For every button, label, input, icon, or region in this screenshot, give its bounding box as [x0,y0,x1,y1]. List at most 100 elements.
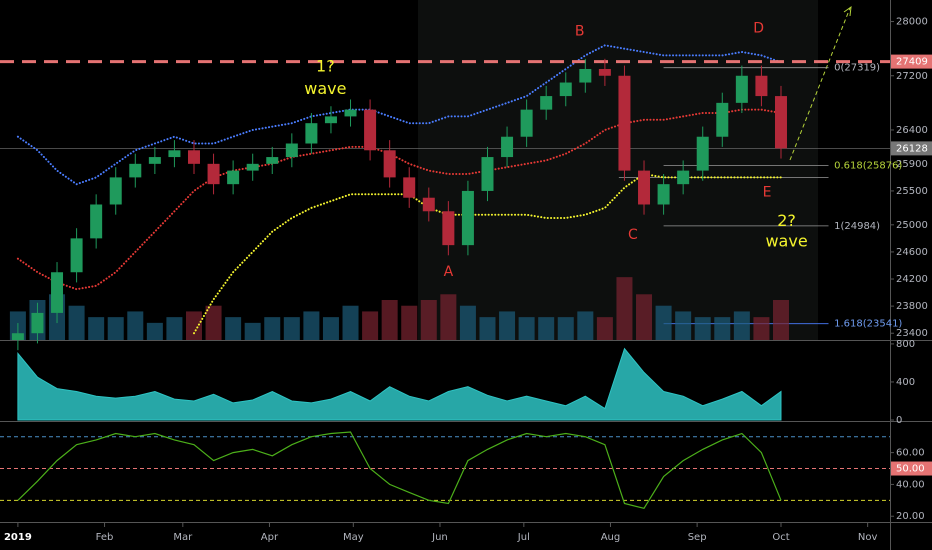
y-tick-label: 25000 [896,220,928,231]
volume-bar [88,317,105,340]
candle-body [598,68,611,76]
lower-band [193,172,782,335]
indicator-line [17,431,782,509]
candle-body [520,109,533,137]
x-tick-label: Jul [517,532,530,543]
y-tick-label: 60.00 [896,448,925,459]
volume-bar [342,305,359,340]
y-tick-label: 23400 [896,328,928,339]
volume-bar [714,317,731,340]
candle-body [383,150,396,178]
x-tick-label: 2019 [4,532,32,543]
y-tick-label: 26400 [896,125,928,136]
candle-body [90,204,103,239]
annotation: 2? [777,211,796,230]
volume-bar [733,311,750,340]
candle-body [187,150,200,164]
volume-bar [68,305,85,340]
candle-body [774,96,787,149]
candle-body [129,163,142,178]
candle-body [442,211,455,246]
candle-body [403,177,416,198]
candle-body [461,190,474,246]
volume-bar [381,300,398,340]
candle-body [31,312,44,334]
y-tick-label: 25500 [896,186,928,197]
volume-bar [675,311,692,340]
y-tick-label: 28000 [896,17,928,28]
candle-body [677,170,690,185]
y-tick-label: 24600 [896,247,928,258]
candle-body [364,109,377,151]
candle-body [11,333,24,340]
volume-bar [616,277,633,340]
fib-label: 0(27319) [834,63,880,74]
volume-bar [205,305,222,340]
annotation: C [628,227,638,243]
annotation: E [763,184,772,200]
volume-bar [577,311,594,340]
volume-bar [479,317,496,340]
y-tick-label: 40.00 [896,479,925,490]
y-tick-label: 23800 [896,301,928,312]
volume-bar [146,322,163,340]
volume-bar [185,311,202,340]
x-tick-label: Nov [858,532,878,543]
y-tick-label: 20.00 [896,511,925,522]
volume-bar [225,317,242,340]
indicator-area [17,347,782,421]
volume-bar [518,317,535,340]
volume-bar [166,317,183,340]
x-tick-label: May [343,532,364,543]
x-tick-label: Apr [261,532,279,543]
annotation: 1? [316,56,335,75]
candle-body [501,136,514,158]
volume-bar [264,317,281,340]
candle-body [422,197,435,212]
volume-bar [283,317,300,340]
volume-bar [127,311,144,340]
candle-body [168,150,181,158]
y-tick-label: 0 [896,415,902,426]
marker-label: 50.00 [896,464,925,475]
volume-bar [362,311,379,340]
projection-arrow [789,7,851,161]
volume-bar [322,317,339,340]
candle-body [559,82,572,97]
y-tick-label: 25900 [896,159,928,170]
middle-band [16,108,782,291]
volume-bar [538,317,555,340]
candle-body [638,170,651,205]
candle-body [579,68,592,83]
resistance-label: 27409 [896,57,928,68]
arrow-head [843,5,852,17]
y-tick-label: 27200 [896,71,928,82]
volume-bar [655,305,672,340]
annotation: B [575,24,585,40]
candle-body [344,109,357,117]
annotation: wave [304,79,346,98]
y-tick-label: 24200 [896,274,928,285]
x-tick-label: Mar [173,532,193,543]
x-tick-label: Feb [96,532,114,543]
annotation: wave [765,231,807,250]
candle-body [148,157,161,164]
candle-body [324,116,337,124]
marker-box [891,461,932,476]
volume-bar [636,294,653,340]
x-tick-label: Oct [772,532,789,543]
volume-bar [420,300,437,340]
volume-bar [596,317,613,340]
volume-bar [401,305,418,340]
last-price-label: 26128 [896,143,928,154]
volume-bar [557,317,574,340]
candle-body [540,96,553,110]
candle-body [735,75,748,103]
candle-body [70,238,83,273]
volume-bar [440,294,457,340]
candle-body [207,163,220,185]
candle-body [246,163,259,171]
volume-bar [459,305,476,340]
annotation: D [753,20,764,36]
